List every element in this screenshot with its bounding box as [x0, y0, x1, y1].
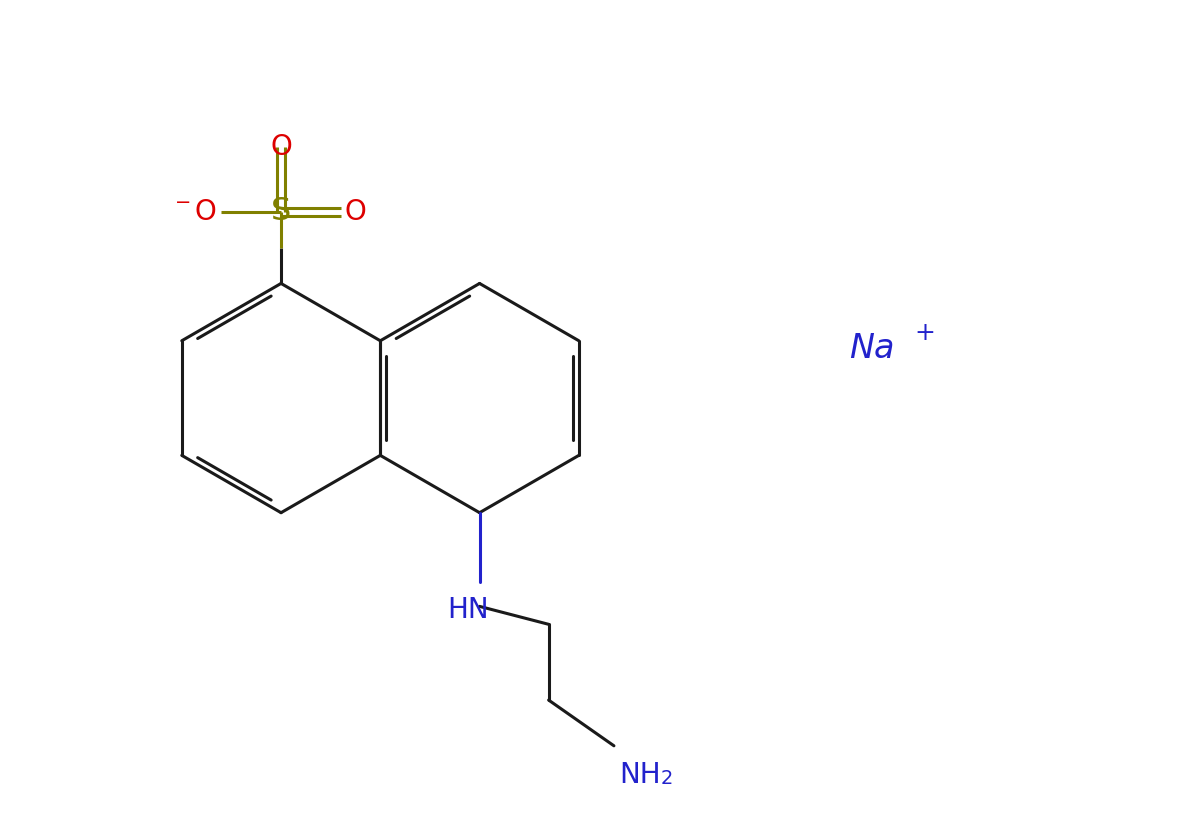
Text: O: O	[345, 198, 367, 225]
Text: $^-$O: $^-$O	[170, 198, 218, 225]
Text: O: O	[270, 133, 292, 161]
Text: Na: Na	[850, 332, 895, 365]
Text: +: +	[914, 321, 935, 345]
Text: HN: HN	[446, 597, 488, 624]
Text: S: S	[271, 196, 292, 227]
Text: NH: NH	[619, 761, 660, 789]
Text: 2: 2	[660, 768, 674, 788]
